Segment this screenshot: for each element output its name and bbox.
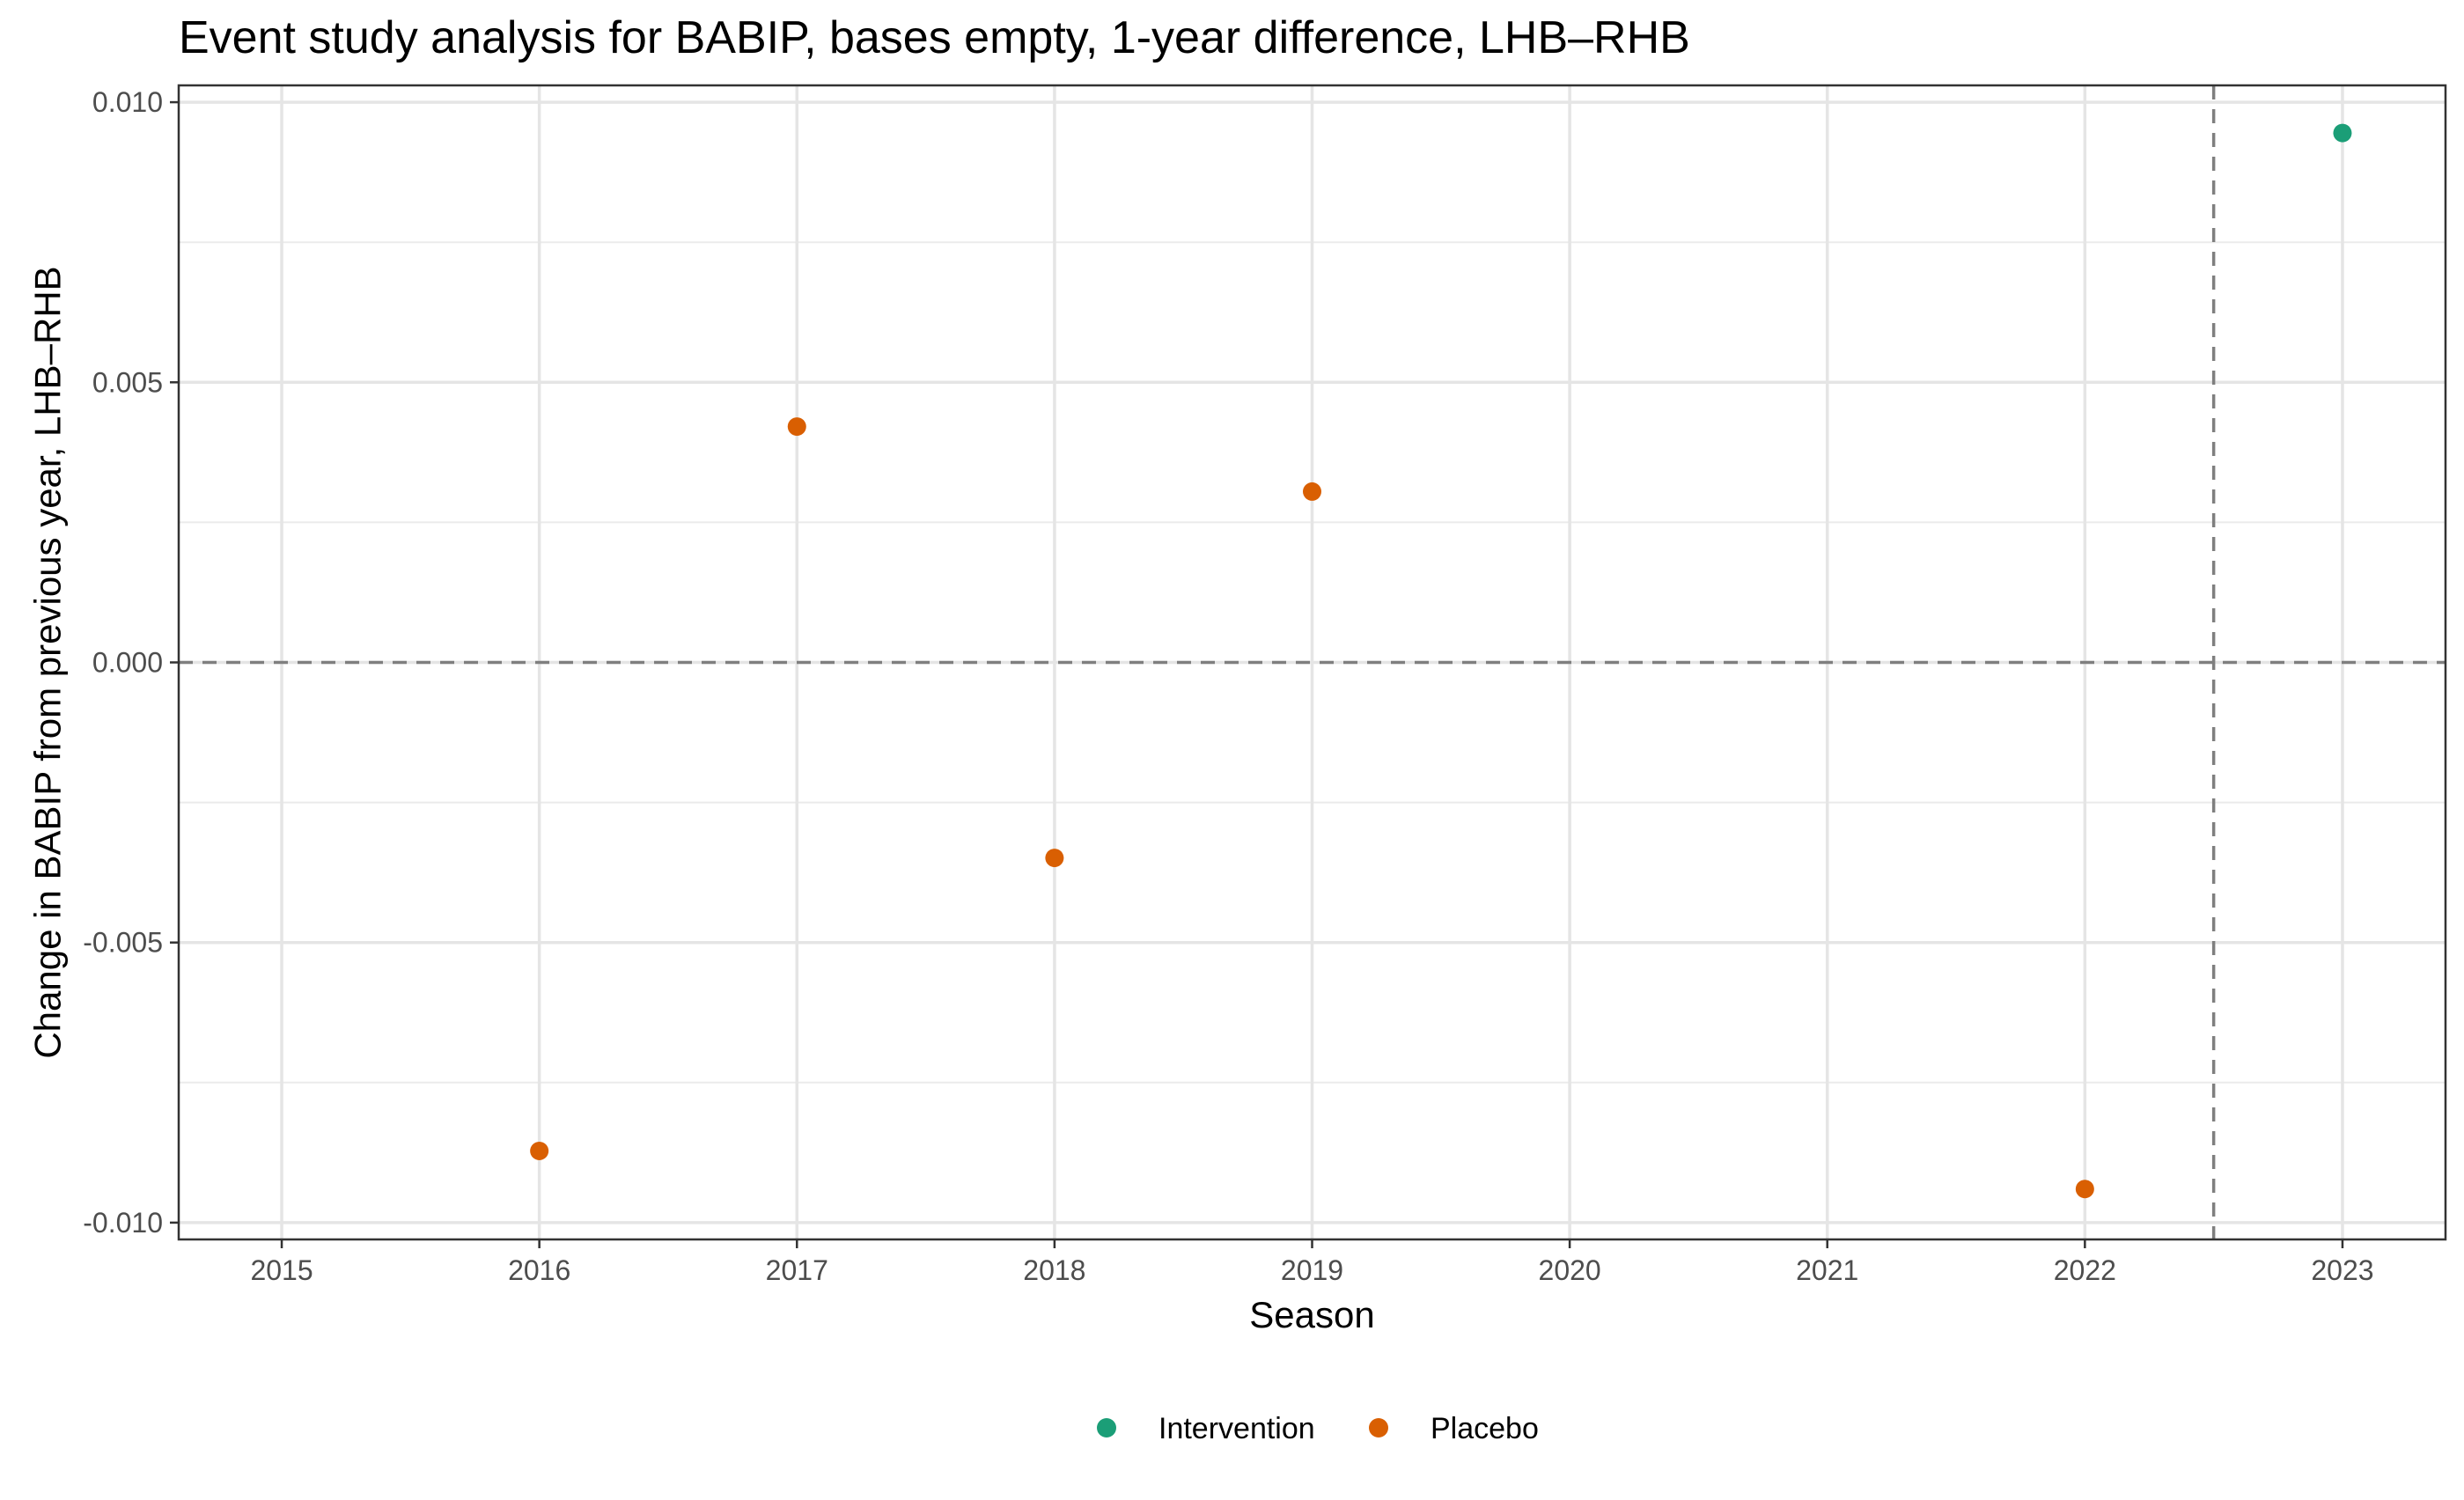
- y-tick-label: 0.010: [92, 86, 163, 118]
- x-axis-title: Season: [1249, 1294, 1374, 1335]
- legend-label-placebo: Placebo: [1431, 1412, 1539, 1445]
- legend-marker-intervention: [1097, 1418, 1116, 1438]
- x-tick-label: 2023: [2311, 1254, 2373, 1286]
- data-point-placebo-2017: [787, 417, 806, 437]
- x-tick-label: 2016: [508, 1254, 570, 1286]
- data-point-intervention-2023: [2333, 123, 2352, 143]
- legend: Intervention Placebo: [1097, 1412, 1539, 1445]
- data-point-placebo-2019: [1303, 482, 1321, 501]
- series-placebo: [530, 417, 2094, 1199]
- legend-label-intervention: Intervention: [1158, 1412, 1315, 1445]
- data-point-placebo-2018: [1045, 849, 1064, 868]
- chart-title: Event study analysis for BABIP, bases em…: [179, 12, 1690, 63]
- x-tick-label: 2020: [1539, 1254, 1601, 1286]
- x-tick-label: 2018: [1023, 1254, 1085, 1286]
- x-tick-label: 2022: [2054, 1254, 2116, 1286]
- x-tick-label: 2021: [1796, 1254, 1858, 1286]
- x-tick-label: 2017: [766, 1254, 828, 1286]
- legend-item-placebo: Placebo: [1369, 1412, 1539, 1445]
- data-point-placebo-2022: [2075, 1180, 2094, 1199]
- x-tick-label: 2015: [250, 1254, 313, 1286]
- x-tick-label: 2019: [1281, 1254, 1343, 1286]
- data-point-placebo-2016: [530, 1141, 549, 1160]
- y-tick-label: 0.005: [92, 366, 163, 398]
- y-tick-label: 0.000: [92, 647, 163, 679]
- y-tick-label: -0.005: [83, 927, 163, 959]
- legend-marker-placebo: [1369, 1418, 1388, 1438]
- legend-item-intervention: Intervention: [1097, 1412, 1315, 1445]
- y-tick-label: -0.010: [83, 1207, 163, 1239]
- y-axis-title: Change in BABIP from previous year, LHB–…: [27, 266, 69, 1058]
- plot-area: 2015 2016 2017 2018 2019 2020 2021 2022 2023 -0.0…: [83, 84, 2447, 1286]
- series-intervention: [2333, 123, 2352, 143]
